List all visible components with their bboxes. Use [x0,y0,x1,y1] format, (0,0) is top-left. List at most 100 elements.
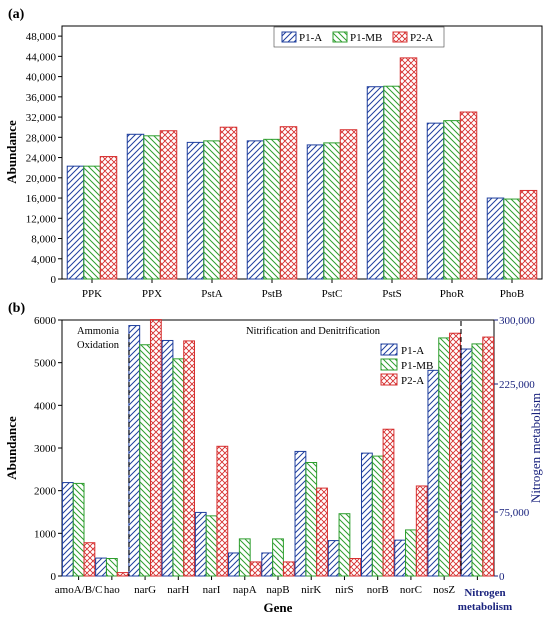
y-tick-label: 0 [51,571,57,583]
bar-psts-p1-mb [383,85,401,280]
y-tick-label: 36,000 [26,92,57,104]
panel-b-label: (b) [8,301,25,316]
y-tick-label: 2000 [34,486,57,498]
bar-nirs-p1-mb [338,513,351,577]
bar-nari-p1-mb [205,515,218,577]
panel-b-secondary-y-axis: 0 75,000 225,000 300,000 [494,315,535,583]
x-tick-label-psts: PstS [382,288,402,300]
panel-a-legend: P1-A P1-MB P2-A [273,26,445,48]
bar-phor-p1-mb [443,120,461,280]
y-tick-label: 32,000 [26,112,57,124]
y-tick-label: 20,000 [26,173,57,185]
bar-amoa-b-c-p1-a [61,482,74,577]
bar-napa-p2-a [249,561,262,577]
bar-nirs-p1-a [327,540,340,577]
panel-a-label: (a) [8,7,25,22]
secondary-y-tick-label: 75,000 [499,507,530,519]
bar-napa-p1-a [228,552,240,577]
bar-phor-p1-a [426,122,445,280]
annotation-nitrification-denitrification: Nitrification and Denitrification [246,326,381,337]
panel-a-plot-frame [61,25,543,280]
bar-psta-p2-a [219,126,238,280]
y-tick-label: 12,000 [26,213,57,225]
x-tick-label-hao: hao [104,584,120,596]
y-tick-label: 24,000 [26,153,57,165]
bar-nitrogen-metabolism-p1-a [460,348,473,577]
x-tick-label-ppk: PPK [82,288,102,300]
bar-nirk-p1-mb [305,462,318,577]
panel-b-secondary-y-axis-title: Nitrogen metabolism [528,393,543,503]
y-tick-label: 28,000 [26,132,57,144]
legend-swatch-p1-mb [332,31,348,43]
bar-pstb-p1-a [246,140,265,280]
panel-a-y-axis-title: Abundance [4,120,19,184]
legend-label-p1-mb: P1-MB [350,32,382,44]
annotation-ammonia-oxidation-line1: Ammonia [77,326,119,337]
bar-narg-p1-mb [139,344,151,577]
bar-phob-p1-a [486,197,505,280]
y-tick-label: 40,000 [26,72,57,84]
bar-phob-p2-a [519,189,538,280]
legend-b-label-p1-a: P1-A [401,345,424,357]
bar-norb-p2-a [382,428,395,577]
bar-pstb-p2-a [279,126,298,280]
panel-b-bars [61,319,495,577]
legend-label-p2-a: P2-A [410,32,433,44]
bar-nirs-p2-a [349,558,362,577]
bar-napa-p1-mb [238,538,251,577]
bar-norc-p1-a [394,539,407,577]
bar-nirk-p1-a [294,450,307,577]
legend-label-p1-a: P1-A [299,32,322,44]
panel-b-y-axis: 0 1000 2000 3000 4000 5000 6000 [34,315,62,583]
bar-psta-p1-a [186,141,205,280]
bar-nirk-p2-a [316,487,328,577]
x-tick-label-norb: norB [367,584,389,596]
legend-b-label-p1-mb: P1-MB [401,360,433,372]
bar-nosz-p1-mb [438,337,451,577]
bar-hao-p2-a [116,572,129,577]
x-tick-label-phor: PhoR [440,288,465,300]
y-tick-label: 4,000 [31,254,56,266]
panel-b-legend: P1-A P1-MB P2-A [380,343,433,387]
bar-pstc-p1-mb [323,142,341,280]
y-tick-label: 3000 [34,443,57,455]
y-tick-label: 6000 [34,315,57,327]
nitrogen-metabolism-label-line2: metabolism [458,601,512,613]
x-tick-label-phob: PhoB [500,288,524,300]
bar-hao-p1-mb [105,558,118,577]
x-tick-label-norc: norC [400,584,422,596]
y-tick-label: 1000 [34,528,57,540]
legend-b-swatch-p1-mb [380,358,398,371]
bar-norc-p1-mb [405,529,417,577]
x-tick-label-psta: PstA [201,288,222,300]
annotation-ammonia-oxidation-line2: Oxidation [77,340,120,351]
bar-ppx-p2-a [159,130,178,280]
x-tick-label-nari: narI [203,584,221,596]
y-tick-label: 44,000 [26,51,57,63]
x-tick-label-nirk: nirK [301,584,321,596]
secondary-y-tick-label: 300,000 [499,315,535,327]
panel-b-x-axis: amoA/B/C hao narG narH narI napA napB nirK nirS n… [55,576,478,596]
bar-nosz-p1-a [427,369,440,577]
x-tick-label-nirs: nirS [335,584,353,596]
panel-a: (a) 0 4,000 8,000 12,000 16,000 20,000 24,000 2… [4,7,543,300]
bar-narh-p1-mb [172,358,185,577]
bar-norb-p1-a [360,452,373,577]
y-tick-label: 48,000 [26,31,57,43]
bar-ppx-p1-mb [143,135,161,280]
x-tick-label-amoa-b-c: amoA/B/C [55,584,103,596]
bar-ppk-p1-mb [83,165,101,280]
panel-a-x-axis: PPK PPX PstA PstB PstC PstS PhoR PhoB [82,279,524,300]
secondary-y-tick-label: 0 [499,571,505,583]
legend-b-label-p2-a: P2-A [401,375,424,387]
bar-pstc-p2-a [339,129,358,280]
y-tick-label: 0 [51,274,57,286]
nitrogen-metabolism-label-line1: Nitrogen [464,587,505,599]
bar-napb-p2-a [282,561,295,577]
bar-psts-p2-a [399,57,418,280]
bar-narg-p1-a [128,325,141,577]
bar-amoa-b-c-p2-a [83,542,96,577]
x-tick-label-pstb: PstB [262,288,283,300]
bar-norb-p1-mb [371,455,384,577]
bar-narh-p2-a [183,340,196,577]
